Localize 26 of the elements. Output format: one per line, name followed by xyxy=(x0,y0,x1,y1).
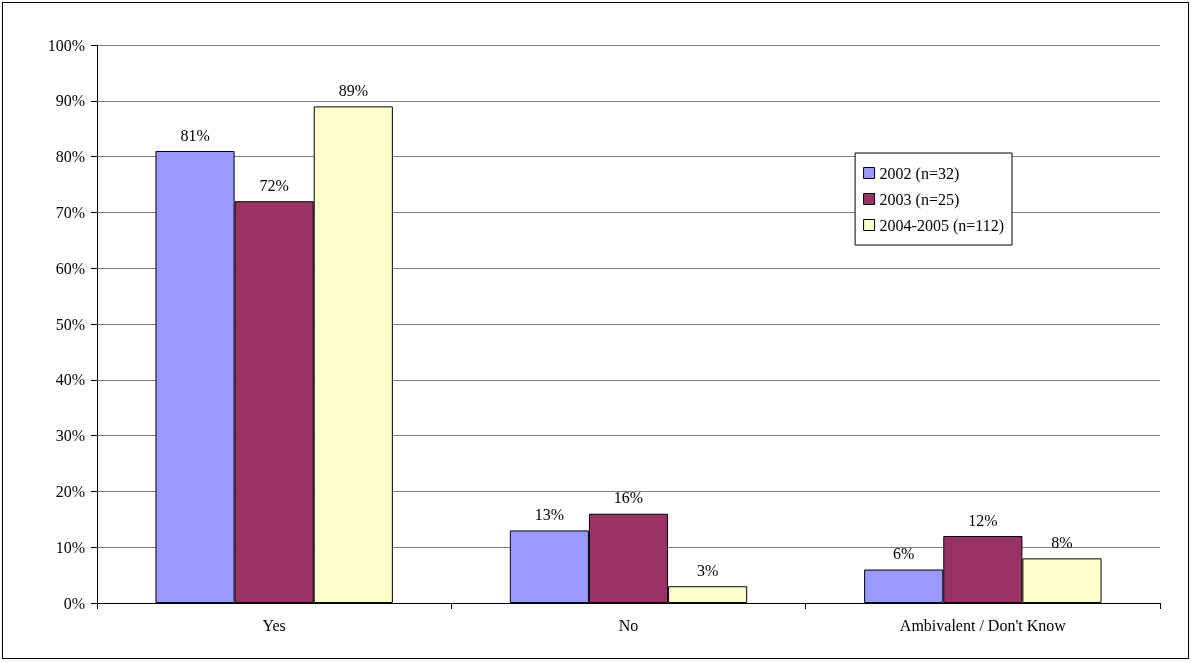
legend-label: 2004-2005 (n=112) xyxy=(879,216,1005,235)
data-label: 81% xyxy=(180,126,210,144)
x-tick-label: Yes xyxy=(262,616,286,634)
y-tick-label: 70% xyxy=(55,203,85,221)
data-label: 72% xyxy=(259,176,289,194)
y-tick-label: 80% xyxy=(55,148,85,166)
data-label: 16% xyxy=(613,489,644,507)
y-tick-label: 0% xyxy=(63,594,85,612)
x-tick-label: No xyxy=(618,616,639,634)
y-tick-label: 50% xyxy=(55,315,85,333)
y-tick-label: 60% xyxy=(55,259,85,277)
data-label: 8% xyxy=(1051,533,1073,551)
legend-label: 2003 (n=25) xyxy=(879,190,960,209)
y-tick-label: 10% xyxy=(55,538,85,556)
data-label: 89% xyxy=(338,81,368,99)
data-label: 13% xyxy=(534,505,565,523)
y-tick-label: 100% xyxy=(47,36,85,54)
x-tick-label: Ambivalent / Don't Know xyxy=(899,616,1067,634)
data-label: 12% xyxy=(968,511,998,529)
legend-label: 2002 (n=32) xyxy=(879,164,960,183)
data-label: 6% xyxy=(893,545,915,563)
y-tick-label: 40% xyxy=(55,371,85,389)
data-label: 3% xyxy=(696,561,719,579)
y-tick-label: 20% xyxy=(55,482,85,500)
y-tick-label: 90% xyxy=(55,92,85,110)
y-tick-label: 30% xyxy=(55,427,85,445)
